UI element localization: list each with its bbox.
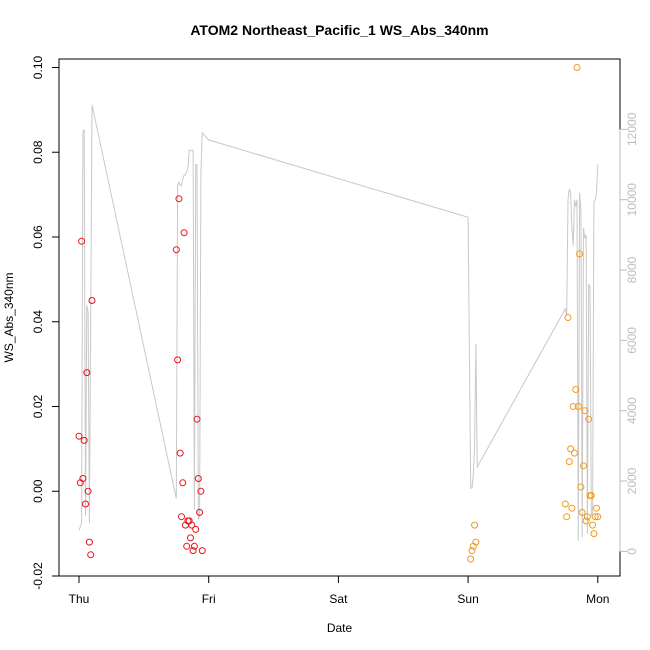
y2-tick-label: 4000 — [625, 397, 639, 424]
data-point — [585, 415, 593, 423]
data-point — [83, 369, 91, 377]
data-point — [183, 542, 191, 550]
data-point — [78, 237, 86, 245]
data-point — [567, 445, 575, 453]
data-point — [561, 500, 569, 508]
data-point — [472, 538, 480, 546]
altitude-line — [78, 104, 599, 541]
data-point — [593, 504, 600, 512]
data-point — [468, 547, 476, 555]
chart-title: ATOM2 Northeast_Pacific_1 WS_Abs_340nm — [190, 22, 488, 38]
altitude-layer — [78, 104, 599, 541]
data-point — [471, 521, 479, 529]
data-point — [594, 513, 602, 521]
y-tick-label: -0.02 — [31, 562, 45, 590]
data-point — [193, 415, 201, 423]
marker-layer — [75, 64, 602, 563]
y-tick-label: 0.10 — [31, 55, 45, 79]
data-point — [188, 521, 196, 529]
y-tick-label: 0.06 — [31, 225, 45, 249]
y2-tick-label: 8000 — [625, 256, 639, 283]
data-point — [189, 547, 197, 555]
data-point — [574, 403, 582, 410]
data-point — [580, 462, 587, 470]
y-tick-label: 0.00 — [31, 479, 45, 503]
data-point — [577, 483, 585, 491]
data-point — [85, 538, 93, 546]
y2-tick-label: 0 — [625, 548, 639, 555]
y-tick-label: 0.08 — [31, 140, 45, 164]
x-tick-label: Sat — [329, 592, 348, 606]
data-point — [563, 513, 571, 521]
x-tick-label: Thu — [69, 592, 90, 606]
data-point — [176, 449, 184, 457]
data-point — [198, 547, 206, 555]
y2-tick-label: 12000 — [625, 112, 639, 146]
data-point — [80, 436, 88, 444]
data-point — [174, 356, 182, 364]
data-point — [180, 229, 188, 237]
data-point — [190, 542, 198, 550]
data-point — [568, 504, 576, 512]
data-point — [187, 534, 194, 542]
data-point — [576, 250, 584, 258]
data-point — [591, 513, 599, 521]
data-point — [192, 525, 200, 533]
data-point — [569, 403, 577, 410]
data-point — [590, 530, 598, 538]
data-point — [196, 508, 204, 516]
data-point — [573, 64, 581, 71]
data-point — [467, 555, 475, 563]
plot-frame — [58, 58, 621, 577]
data-point — [583, 513, 591, 521]
y2-tick-label: 6000 — [625, 327, 639, 354]
x-axis-label: Date — [327, 621, 353, 635]
y-tick-label: 0.02 — [31, 394, 45, 418]
y2-tick-label: 2000 — [625, 467, 639, 494]
data-point — [84, 487, 92, 495]
data-point — [581, 407, 589, 415]
axes-layer: Thu Fri Sat Sun Mon -0.02 0.00 0.02 0.04 0.06 0.08… — [31, 55, 639, 606]
data-point — [172, 246, 180, 254]
data-point — [87, 551, 95, 559]
x-tick-label: Sun — [457, 592, 478, 606]
data-point — [571, 449, 578, 457]
y-tick-label: 0.04 — [31, 310, 45, 334]
data-point — [79, 475, 87, 482]
data-point — [82, 500, 89, 508]
data-point — [589, 521, 597, 529]
data-point — [179, 479, 187, 487]
data-point — [565, 458, 573, 466]
data-point — [197, 487, 205, 495]
data-point — [564, 314, 572, 321]
x-tick-label: Mon — [586, 592, 609, 606]
data-point — [88, 297, 96, 304]
y-axis-label: WS_Abs_340nm — [2, 272, 16, 362]
data-point — [75, 432, 83, 440]
y2-tick-label: 10000 — [625, 183, 639, 217]
data-point — [587, 492, 595, 499]
data-point — [582, 517, 590, 525]
data-point — [578, 508, 586, 516]
x-tick-label: Fri — [202, 592, 216, 606]
data-point — [175, 195, 183, 203]
data-point — [178, 513, 185, 521]
data-point — [572, 386, 580, 393]
data-point — [194, 475, 202, 482]
